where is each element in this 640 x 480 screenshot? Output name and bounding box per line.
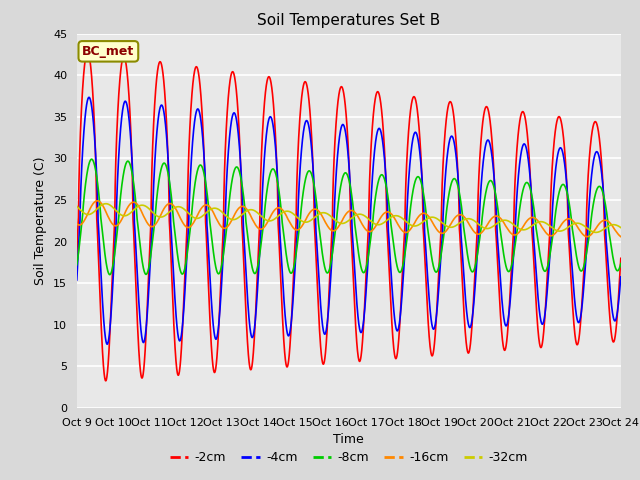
Legend: -2cm, -4cm, -8cm, -16cm, -32cm: -2cm, -4cm, -8cm, -16cm, -32cm — [164, 446, 533, 469]
Title: Soil Temperatures Set B: Soil Temperatures Set B — [257, 13, 440, 28]
Y-axis label: Soil Temperature (C): Soil Temperature (C) — [35, 156, 47, 285]
X-axis label: Time: Time — [333, 433, 364, 446]
Text: BC_met: BC_met — [82, 45, 134, 58]
